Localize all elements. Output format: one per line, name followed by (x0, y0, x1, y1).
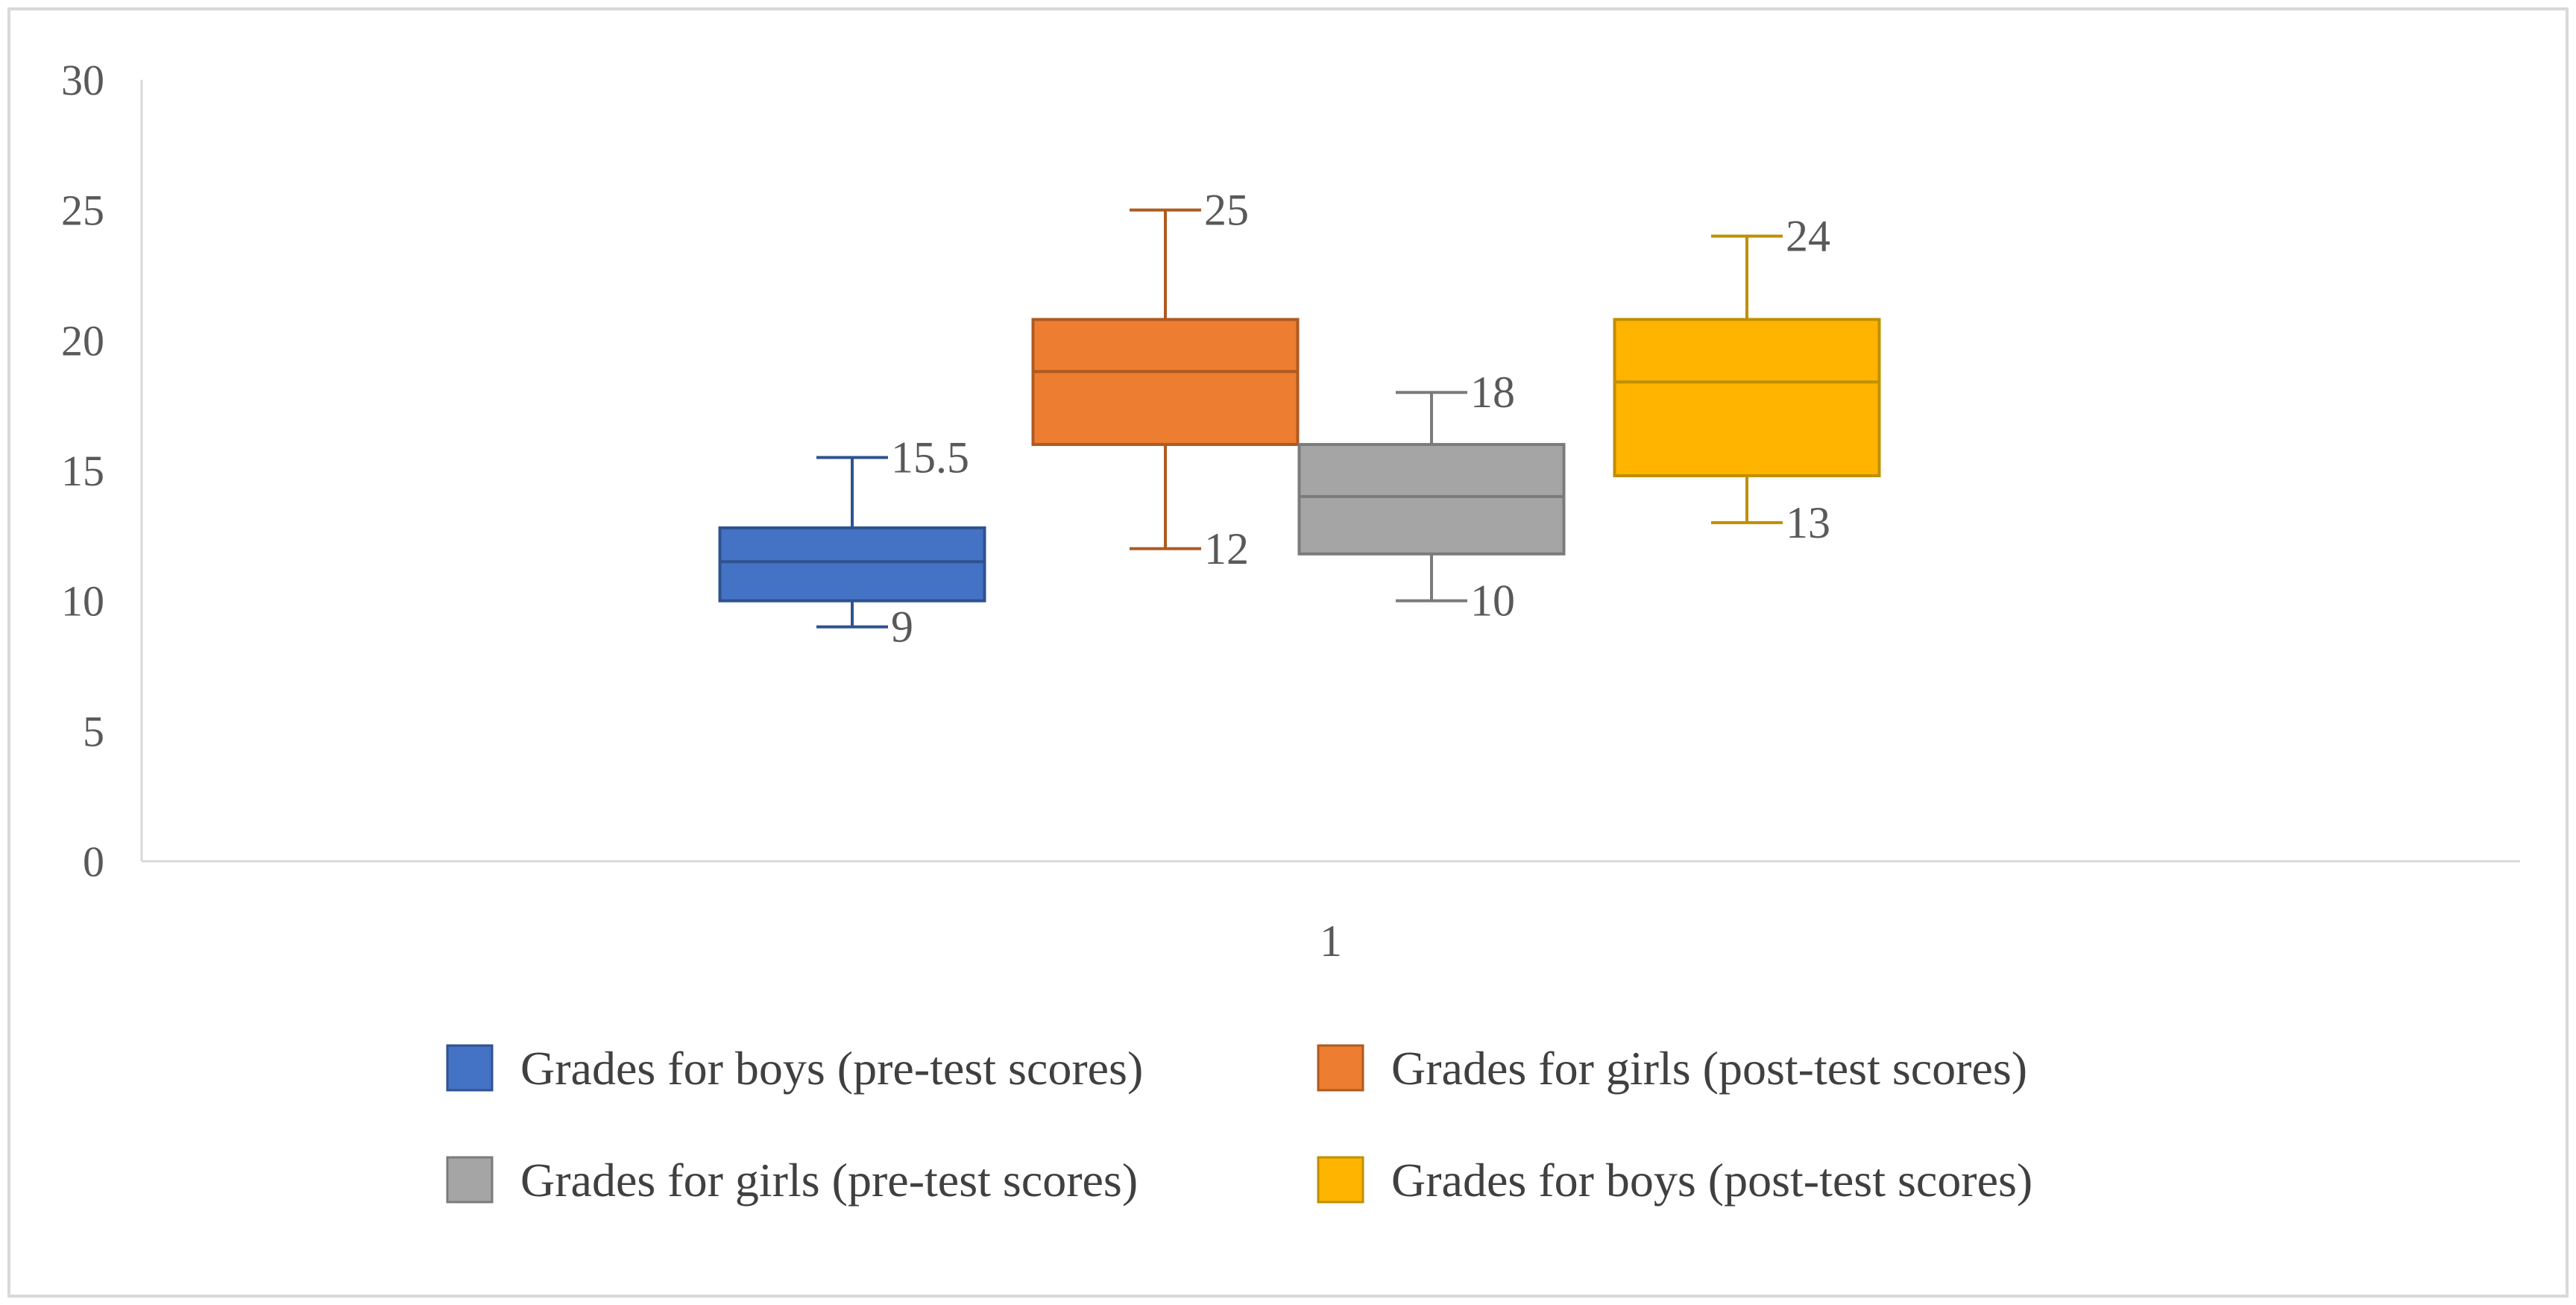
max-label: 15.5 (891, 433, 969, 482)
y-tick-label: 20 (61, 316, 104, 365)
legend: Grades for boys (pre-test scores) Grades … (446, 1042, 2032, 1207)
legend-swatch (446, 1044, 494, 1092)
min-label: 9 (891, 603, 913, 652)
box-1: 15.59 (718, 433, 986, 652)
max-label: 25 (1204, 186, 1249, 235)
box-iqr (718, 526, 986, 603)
y-tick-label: 30 (61, 56, 104, 104)
legend-item-4: Grades for boys (post-test scores) (1317, 1154, 2032, 1207)
legend-label: Grades for girls (pre-test scores) (520, 1154, 1138, 1207)
legend-swatch (1317, 1156, 1364, 1204)
box-4: 24 13 (1613, 212, 1881, 547)
x-category-label: 1 (1320, 916, 1342, 966)
min-label: 12 (1204, 524, 1249, 573)
min-label: 13 (1786, 498, 1830, 547)
legend-swatch (1317, 1044, 1364, 1092)
box-iqr (1297, 443, 1566, 556)
y-tick-label: 25 (61, 186, 104, 235)
legend-swatch (446, 1156, 494, 1204)
box-iqr (1613, 318, 1881, 477)
chart-border (7, 7, 2569, 1298)
box-2: 25 12 (1031, 186, 1300, 573)
legend-label: Grades for boys (post-test scores) (1391, 1154, 2032, 1207)
y-tick-label: 15 (61, 447, 104, 495)
max-label: 24 (1786, 212, 1830, 261)
box-iqr (1031, 318, 1300, 447)
y-tick-label: 0 (83, 837, 104, 886)
min-label: 10 (1470, 576, 1515, 626)
y-tick-label: 10 (61, 577, 104, 626)
legend-item-3: Grades for girls (pre-test scores) (446, 1154, 1138, 1207)
legend-item-2: Grades for girls (post-test scores) (1317, 1042, 2027, 1095)
max-label: 18 (1470, 368, 1515, 417)
axes: 0 5 10 15 20 25 30 1 (61, 56, 2520, 966)
y-tick-label: 5 (83, 707, 104, 755)
legend-label: Grades for boys (pre-test scores) (520, 1042, 1143, 1095)
legend-item-1: Grades for boys (pre-test scores) (446, 1042, 1143, 1095)
legend-label: Grades for girls (post-test scores) (1391, 1042, 2027, 1095)
